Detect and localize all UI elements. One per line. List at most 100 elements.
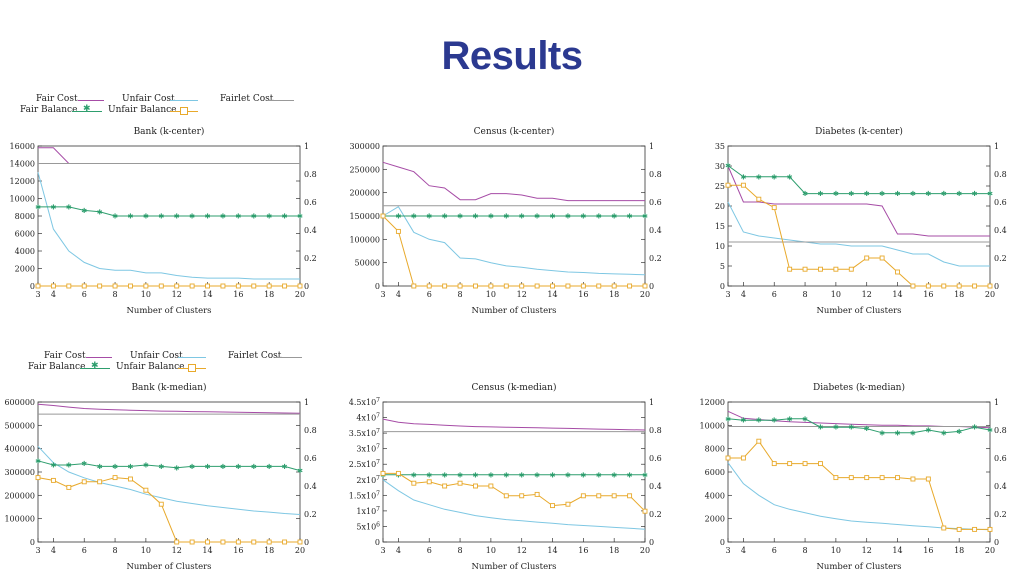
point-unfair-balance [174,283,180,289]
x-axis-label: Number of Clusters [126,562,211,572]
series-line-fair-cost [727,165,990,237]
point-unfair-balance [426,479,432,485]
legend-fair-cost-label: Fair Cost [44,351,86,361]
point-fair-balance: ✱ [235,213,241,221]
point-fair-balance: ✱ [266,463,272,471]
y2-tick-label: 1 [304,142,309,151]
point-fair-balance: ✱ [941,429,947,437]
point-unfair-balance [611,283,617,289]
point-fair-balance: ✱ [174,213,180,221]
chart-title: Census (k-median) [472,382,557,393]
point-unfair-balance [112,283,118,289]
chart-title: Diabetes (k-median) [813,382,905,393]
y-tick-label: 0 [720,538,725,547]
legend-unfair-cost-line [178,357,206,358]
point-fair-balance: ✱ [787,415,793,423]
y-tick-label: 2000 [15,265,35,274]
x-tick-label: 18 [609,546,619,555]
point-fair-balance: ✱ [50,462,56,470]
chart-bank-k-center: Bank (k-center)0200040006000800010000120… [10,126,317,316]
point-fair-balance: ✱ [879,429,885,437]
point-fair-balance: ✱ [426,471,432,479]
point-unfair-balance [128,283,133,289]
y2-tick-label: 0.4 [304,482,317,491]
legend-fair-balance-marker: ✱ [91,361,99,371]
legend-bottom: Fair Cost Unfair Cost Fairlet Cost Fair … [28,351,328,375]
x-tick-label: 3 [725,546,730,555]
point-fair-balance: ✱ [395,213,401,221]
y2-tick-label: 1 [649,398,654,407]
y2-tick-label: 1 [304,398,309,407]
y2-tick-label: 0 [649,538,654,547]
point-fair-balance: ✱ [473,213,479,221]
point-unfair-balance [442,483,448,489]
x-axis-label: Number of Clusters [126,306,211,316]
x-tick-label: 14 [202,546,212,555]
point-fair-balance: ✱ [580,213,586,221]
point-fair-balance: ✱ [143,462,149,470]
point-unfair-balance [380,213,386,219]
y2-tick-label: 0.6 [304,454,317,463]
point-unfair-balance [112,475,118,481]
x-tick-label: 8 [803,546,808,555]
point-fair-balance: ✱ [848,190,854,198]
chart-census-k-center: Census (k-center) 0 50000 100000 150000 20000… [349,126,661,316]
legend-unfair-cost-line [170,100,198,101]
point-fair-balance: ✱ [864,190,870,198]
point-unfair-balance [987,526,993,532]
y-tick-label: 4.5x107 [349,397,380,407]
y-tick-label: 50000 [355,259,380,268]
point-fair-balance: ✱ [565,213,571,221]
point-unfair-balance [473,483,478,489]
chart-title: Census (k-center) [474,126,555,137]
point-unfair-balance [771,461,777,467]
x-tick-label: 20 [985,290,995,299]
point-unfair-balance [925,476,931,482]
point-fair-balance: ✱ [158,213,164,221]
point-fair-balance: ✱ [50,203,56,211]
point-unfair-balance [66,283,72,289]
point-unfair-balance [189,539,195,545]
legend-unfair-balance-label: Unfair Balance [108,105,177,115]
x-tick-label: 6 [427,290,432,299]
point-unfair-balance [143,283,149,289]
y-tick-label: 300000 [349,142,380,151]
y-tick-label: 500000 [4,421,35,430]
point-unfair-balance [395,228,401,234]
legend-top: Fair Cost Unfair Cost Fairlet Cost Fair … [20,94,320,118]
point-fair-balance: ✱ [66,203,72,211]
y2-tick-label: 1 [649,142,654,151]
point-unfair-balance [895,269,900,275]
point-fair-balance: ✱ [143,213,149,221]
point-unfair-balance [740,455,746,461]
series-line-unfair-cost [382,206,646,276]
point-unfair-balance [473,283,478,289]
point-unfair-balance [802,266,808,272]
y-tick-label: 12000 [10,177,35,186]
x-tick-label: 4 [396,290,401,299]
y-tick-label: 200000 [4,491,35,500]
x-tick-label: 20 [985,546,995,555]
x-tick-label: 6 [772,546,777,555]
point-unfair-balance [818,461,823,467]
x-tick-label: 18 [264,546,274,555]
point-fair-balance: ✱ [251,463,257,471]
x-tick-label: 12 [862,290,872,299]
y-tick-label: 100000 [4,515,35,524]
point-fair-balance: ✱ [818,424,824,432]
point-unfair-balance [519,493,525,499]
x-tick-label: 10 [486,546,496,555]
x-tick-label: 4 [51,546,56,555]
point-unfair-balance [642,283,648,289]
y2-tick-label: 0.2 [304,510,317,519]
point-unfair-balance [787,461,793,467]
point-fair-balance: ✱ [128,213,134,221]
y-tick-label: 0 [720,282,725,291]
point-unfair-balance [282,539,288,545]
x-tick-label: 10 [831,290,841,299]
point-fair-balance: ✱ [833,190,839,198]
y-tick-label: 10 [715,242,725,251]
x-tick-label: 3 [380,546,385,555]
x-tick-label: 20 [640,546,650,555]
point-unfair-balance [895,475,900,481]
